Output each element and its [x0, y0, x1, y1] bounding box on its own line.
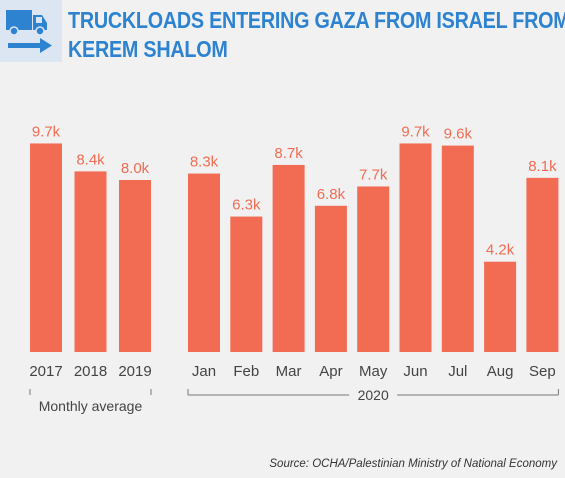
truck-icon-box [0, 0, 62, 62]
category-label-jul: Jul [448, 363, 467, 380]
truck-arrow-icon [6, 10, 52, 53]
value-label-feb: 6.3k [232, 197, 261, 214]
chart-title-line2: KEREM SHALOM [68, 36, 228, 62]
category-label-may: May [359, 363, 388, 380]
category-label-2019: 2019 [118, 363, 151, 380]
bar-apr [314, 205, 347, 352]
bar-2017 [30, 143, 62, 352]
bar-feb [230, 216, 263, 352]
category-label-aug: Aug [487, 363, 514, 380]
bar-may [357, 186, 390, 352]
category-label-feb: Feb [233, 363, 259, 380]
bar-mar [272, 164, 305, 352]
value-label-jan: 8.3k [190, 154, 219, 171]
bar-2018 [74, 171, 107, 352]
group-label-monthly-average: Monthly average [39, 398, 143, 414]
source-note: Source: OCHA/Palestinian Ministry of Nat… [269, 458, 557, 470]
value-label-jun: 9.7k [401, 123, 430, 140]
bar-aug [484, 261, 517, 352]
value-label-may: 7.7k [359, 166, 388, 183]
value-label-2019: 8.0k [121, 160, 150, 177]
value-label-2018: 8.4k [76, 151, 105, 168]
chart-title: TRUCKLOADS ENTERING GAZA FROM ISRAEL FRO… [68, 6, 565, 64]
category-label-2018: 2018 [74, 363, 107, 380]
bar-sep [526, 177, 559, 352]
group-label-2020: 2020 [358, 387, 389, 403]
category-label-sep: Sep [529, 363, 556, 380]
bar-jan [188, 173, 220, 352]
category-label-mar: Mar [276, 363, 302, 380]
bar-jul [441, 145, 474, 352]
bar-2019 [119, 180, 151, 352]
category-label-apr: Apr [319, 363, 342, 380]
category-label-jan: Jan [192, 363, 216, 380]
value-label-aug: 4.2k [486, 242, 515, 259]
category-label-2017: 2017 [29, 363, 62, 380]
chart-title-line1: TRUCKLOADS ENTERING GAZA FROM ISRAEL FRO… [68, 7, 565, 33]
value-label-mar: 8.7k [274, 145, 303, 162]
value-label-sep: 8.1k [528, 158, 557, 175]
value-label-2017: 9.7k [32, 123, 61, 140]
value-label-jul: 9.6k [444, 126, 473, 143]
category-label-jun: Jun [403, 363, 427, 380]
bar-jun [399, 143, 432, 352]
value-label-apr: 6.8k [317, 186, 346, 203]
